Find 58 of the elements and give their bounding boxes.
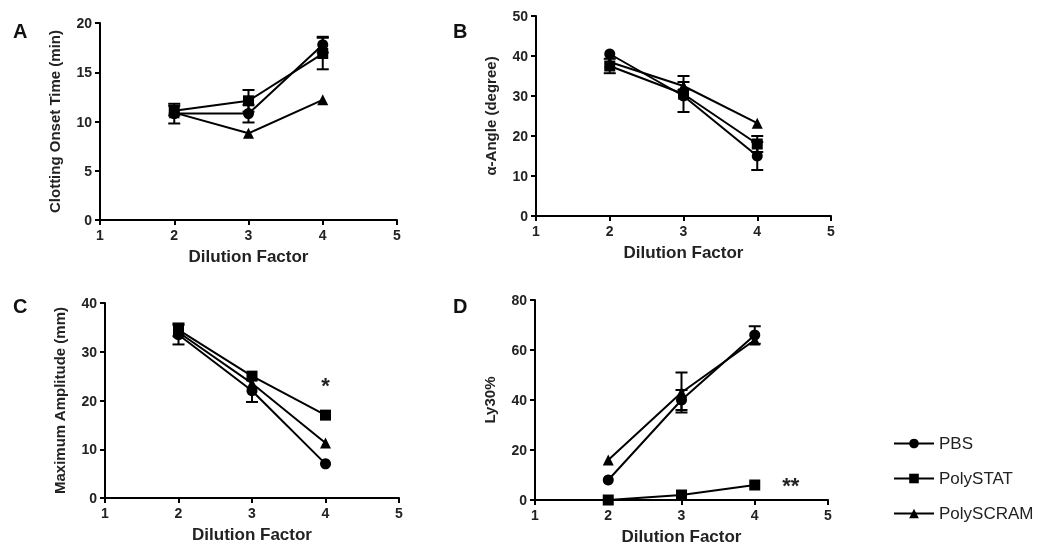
x-tick-label: 5 [824,507,833,523]
y-tick-label: 0 [89,490,98,506]
x-axis-title: Dilution Factor [192,525,313,544]
x-tick-label: 1 [532,223,541,239]
chart-title: A [13,20,28,42]
x-tick-label: 4 [753,223,762,239]
x-tick-label: 2 [170,227,179,243]
y-tick-label: 20 [511,442,528,458]
annotation: ** [782,472,800,498]
x-axis-title: Dilution Factor [188,247,309,266]
x-tick-label: 1 [531,507,540,523]
x-tick-label: 3 [248,505,257,521]
x-tick-label: 4 [318,227,327,243]
legend-label: PolySTAT [939,469,1013,488]
x-axis-title: Dilution Factor [621,527,742,546]
x-tick-label: 3 [679,223,688,239]
x-tick-label: 5 [393,227,402,243]
x-tick-label: 1 [96,227,105,243]
x-tick-label: 3 [244,227,253,243]
y-axis-title: α-Angle (degree) [482,56,499,176]
y-axis-title: Maximum Amplitude (mm) [51,307,68,494]
y-axis-title: Ly30% [481,376,498,424]
y-tick-label: 30 [81,343,98,360]
y-tick-label: 20 [81,392,98,409]
x-tick-label: 3 [677,507,686,523]
legend-label: PBS [939,434,974,453]
y-tick-label: 20 [512,128,529,144]
y-tick-label: 60 [511,342,528,358]
y-tick-label: 10 [81,441,98,458]
x-tick-label: 4 [321,505,330,521]
y-tick-label: 0 [84,212,93,228]
x-axis-title: Dilution Factor [623,243,744,262]
y-tick-label: 40 [81,295,98,311]
x-tick-label: 2 [605,223,614,239]
y-tick-label: 10 [512,168,529,184]
x-tick-label: 2 [604,507,613,523]
y-tick-label: 20 [76,15,93,31]
y-tick-label: 0 [519,492,528,508]
y-tick-label: 0 [520,208,529,224]
x-tick-label: 5 [395,505,404,521]
x-tick-label: 5 [827,223,836,239]
y-tick-label: 10 [76,113,93,130]
y-tick-label: 5 [84,162,93,179]
y-axis-title: Clotting Onset Time (min) [46,29,63,214]
annotation: * [321,372,331,398]
y-tick-label: 15 [76,64,93,81]
y-tick-label: 40 [512,48,529,64]
chart-title: D [453,295,468,317]
chart-title: C [13,295,28,317]
x-tick-label: 2 [174,505,183,521]
y-tick-label: 80 [511,292,528,308]
chart-title: B [453,20,468,42]
x-tick-label: 1 [101,505,110,521]
x-tick-label: 4 [750,507,759,523]
y-tick-label: 50 [512,8,529,24]
y-tick-label: 40 [511,392,528,408]
legend-label: PolySCRAM [939,504,1034,523]
y-tick-label: 30 [512,88,529,104]
